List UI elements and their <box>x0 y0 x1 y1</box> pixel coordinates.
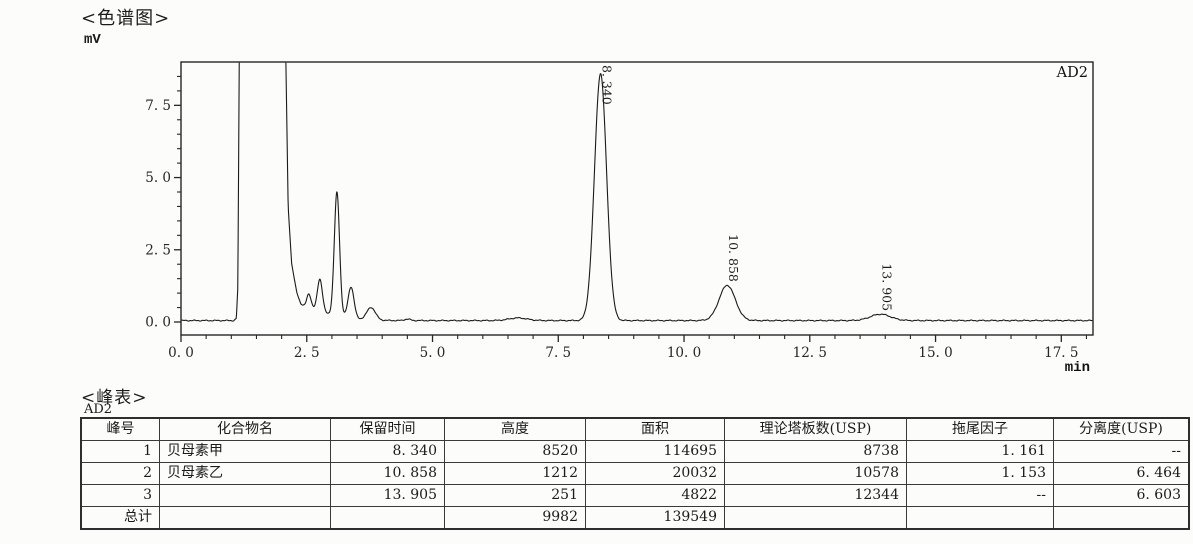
cell: 2 <box>80 462 160 485</box>
chromatogram-plot: 0. 0 2. 5 5. 0 7. 5 10. 0 12. 5 15. 0 17. 5 0. 0… <box>145 61 1094 376</box>
chromatogram-trace <box>181 62 1093 322</box>
peak-retention-time-label: 8. 340 <box>600 65 615 105</box>
chart-detector-label: AD2 <box>1056 65 1088 81</box>
peak-retention-time-label: 10. 858 <box>726 234 741 282</box>
cell: 114695 <box>585 440 725 463</box>
x-axis-tick-label: 0. 0 <box>168 345 194 361</box>
table-row: 1 贝母素甲 8. 340 8520 114695 8738 1. 161 -- <box>80 440 1190 463</box>
cell <box>159 506 331 530</box>
x-axis-unit-label: min <box>1065 360 1090 376</box>
column-header: 峰号 <box>80 417 160 441</box>
peak-table-header: 峰号 化合物名 保留时间 高度 面积 理论塔板数(USP) 拖尾因子 分离度(USP) <box>80 417 1190 441</box>
cell <box>724 506 907 530</box>
y-axis-tick-label: 7. 5 <box>145 98 171 114</box>
cell: 12344 <box>724 484 907 507</box>
cell: 1. 161 <box>906 440 1054 463</box>
cell: 139549 <box>585 506 725 530</box>
cell: 6. 464 <box>1053 462 1190 485</box>
cell: 6. 603 <box>1053 484 1190 507</box>
column-header: 化合物名 <box>159 417 331 441</box>
cell: 8738 <box>724 440 907 463</box>
cell: 总计 <box>80 506 160 530</box>
cell: 9982 <box>444 506 586 530</box>
x-axis-tick-label: 2. 5 <box>294 345 320 361</box>
chart-section-title: <色谱图> <box>81 8 171 29</box>
cell <box>330 506 445 530</box>
peak-table-detector-label: AD2 <box>84 402 113 417</box>
column-header: 拖尾因子 <box>906 417 1054 441</box>
column-header: 理论塔板数(USP) <box>724 417 907 441</box>
peak-table: 峰号 化合物名 保留时间 高度 面积 理论塔板数(USP) 拖尾因子 分离度(USP) 1 贝母… <box>80 417 1190 530</box>
cell: 1212 <box>444 462 586 485</box>
table-row: 总计 9982 139549 <box>80 506 1190 530</box>
x-axis-tick-label: 5. 0 <box>420 345 446 361</box>
cell: 贝母素甲 <box>159 440 331 463</box>
y-axis-tick-label: 5. 0 <box>145 170 171 186</box>
cell: 13. 905 <box>330 484 445 507</box>
cell: -- <box>1053 440 1190 463</box>
y-axis-tick-label: 0. 0 <box>145 315 171 331</box>
cell <box>906 506 1054 530</box>
cell <box>159 484 331 507</box>
peak-retention-time-label: 13. 905 <box>879 263 894 311</box>
x-axis-tick-label: 7. 5 <box>545 345 571 361</box>
cell: 10. 858 <box>330 462 445 485</box>
column-header: 高度 <box>444 417 586 441</box>
cell: 1 <box>80 440 160 463</box>
plot-border <box>180 61 1094 336</box>
cell: 251 <box>444 484 586 507</box>
column-header: 面积 <box>585 417 725 441</box>
cell: 1. 153 <box>906 462 1054 485</box>
x-axis-tick-label: 17. 5 <box>1044 345 1078 361</box>
cell: 贝母素乙 <box>159 462 331 485</box>
x-axis-tick-label: 15. 0 <box>918 345 952 361</box>
column-header: 保留时间 <box>330 417 445 441</box>
cell: 3 <box>80 484 160 507</box>
y-axis-tick-label: 2. 5 <box>145 242 171 258</box>
table-row: 2 贝母素乙 10. 858 1212 20032 10578 1. 153 6. 464 <box>80 462 1190 485</box>
cell: -- <box>906 484 1054 507</box>
cell <box>1053 506 1190 530</box>
column-header: 分离度(USP) <box>1053 417 1190 441</box>
x-axis-tick-label: 10. 0 <box>667 345 701 361</box>
peak-table-title: <峰表> <box>81 388 148 408</box>
cell: 10578 <box>724 462 907 485</box>
cell: 20032 <box>585 462 725 485</box>
cell: 4822 <box>585 484 725 507</box>
x-axis-tick-label: 12. 5 <box>793 345 827 361</box>
cell: 8. 340 <box>330 440 445 463</box>
table-row: 3 13. 905 251 4822 12344 -- 6. 603 <box>80 484 1190 507</box>
y-axis-unit-label: mV <box>84 32 101 48</box>
cell: 8520 <box>444 440 586 463</box>
